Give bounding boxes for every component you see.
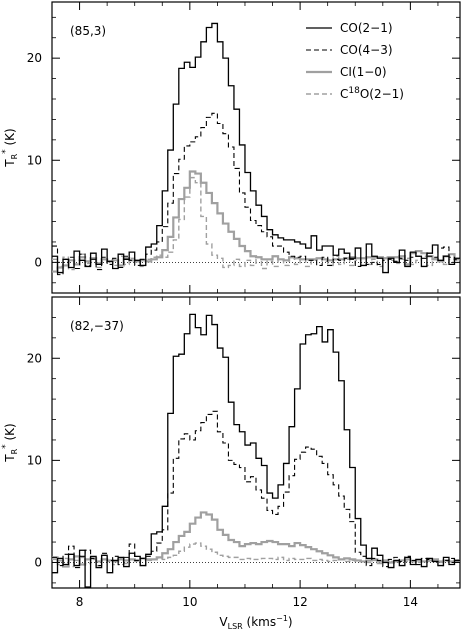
series-ci10-bottom	[52, 511, 460, 568]
panel-top-frame	[51, 1, 461, 294]
panel-bottom-ticks: 0 10 20 8 10 12 14	[27, 296, 460, 609]
y-tick-label-bottom: 0	[34, 555, 42, 569]
legend-c18o-sup: 18	[348, 86, 360, 96]
panel-bottom-series-group	[52, 313, 460, 588]
x-tick-label: 14	[403, 595, 418, 609]
y-tick-label-top: 10	[27, 153, 42, 167]
panel-bottom-position-label: (82,−37)	[70, 319, 124, 333]
panel-bottom: 0 10 20 8 10 12 14 (82,−37)	[27, 296, 461, 609]
x-tick-label: 8	[76, 595, 84, 609]
y-tick-label-top: 0	[34, 255, 42, 269]
panel-top-position-label: (85,3)	[70, 24, 106, 38]
x-tick-label: 12	[292, 595, 307, 609]
y-axis-label-bottom: TR* (K)	[1, 423, 19, 462]
series-co43-bottom	[52, 410, 460, 569]
y-tick-label-top: 20	[27, 51, 42, 65]
legend-c18o-pre: C	[340, 87, 348, 101]
series-co21-top	[52, 22, 460, 274]
series-co43-top	[52, 112, 460, 276]
y-tick-label-bottom: 10	[27, 453, 42, 467]
legend-label-ci10: CI(1−0)	[340, 65, 387, 79]
panel-bottom-frame	[51, 296, 461, 589]
series-c18o21-top	[52, 176, 460, 271]
y-axis-label-top: TR* (K)	[1, 128, 19, 167]
y-tick-label-bottom: 20	[27, 351, 42, 365]
x-axis-label: VLSR (kms−1)	[219, 614, 292, 631]
legend-c18o-post: O(2−1)	[360, 87, 404, 101]
series-c18o21-bottom	[52, 542, 460, 568]
legend-label-co43: CO(4−3)	[340, 43, 393, 57]
legend-label-co21: CO(2−1)	[340, 21, 393, 35]
x-tick-label: 10	[182, 595, 197, 609]
series-co21-bottom	[52, 313, 460, 588]
legend: CO(2−1) CO(4−3) CI(1−0) C18O(2−1)	[306, 21, 404, 101]
panel-top-series-group	[52, 22, 460, 276]
panel-top-ticks: 0 10 20	[27, 2, 460, 293]
legend-label-c18o21: C18O(2−1)	[340, 86, 404, 101]
